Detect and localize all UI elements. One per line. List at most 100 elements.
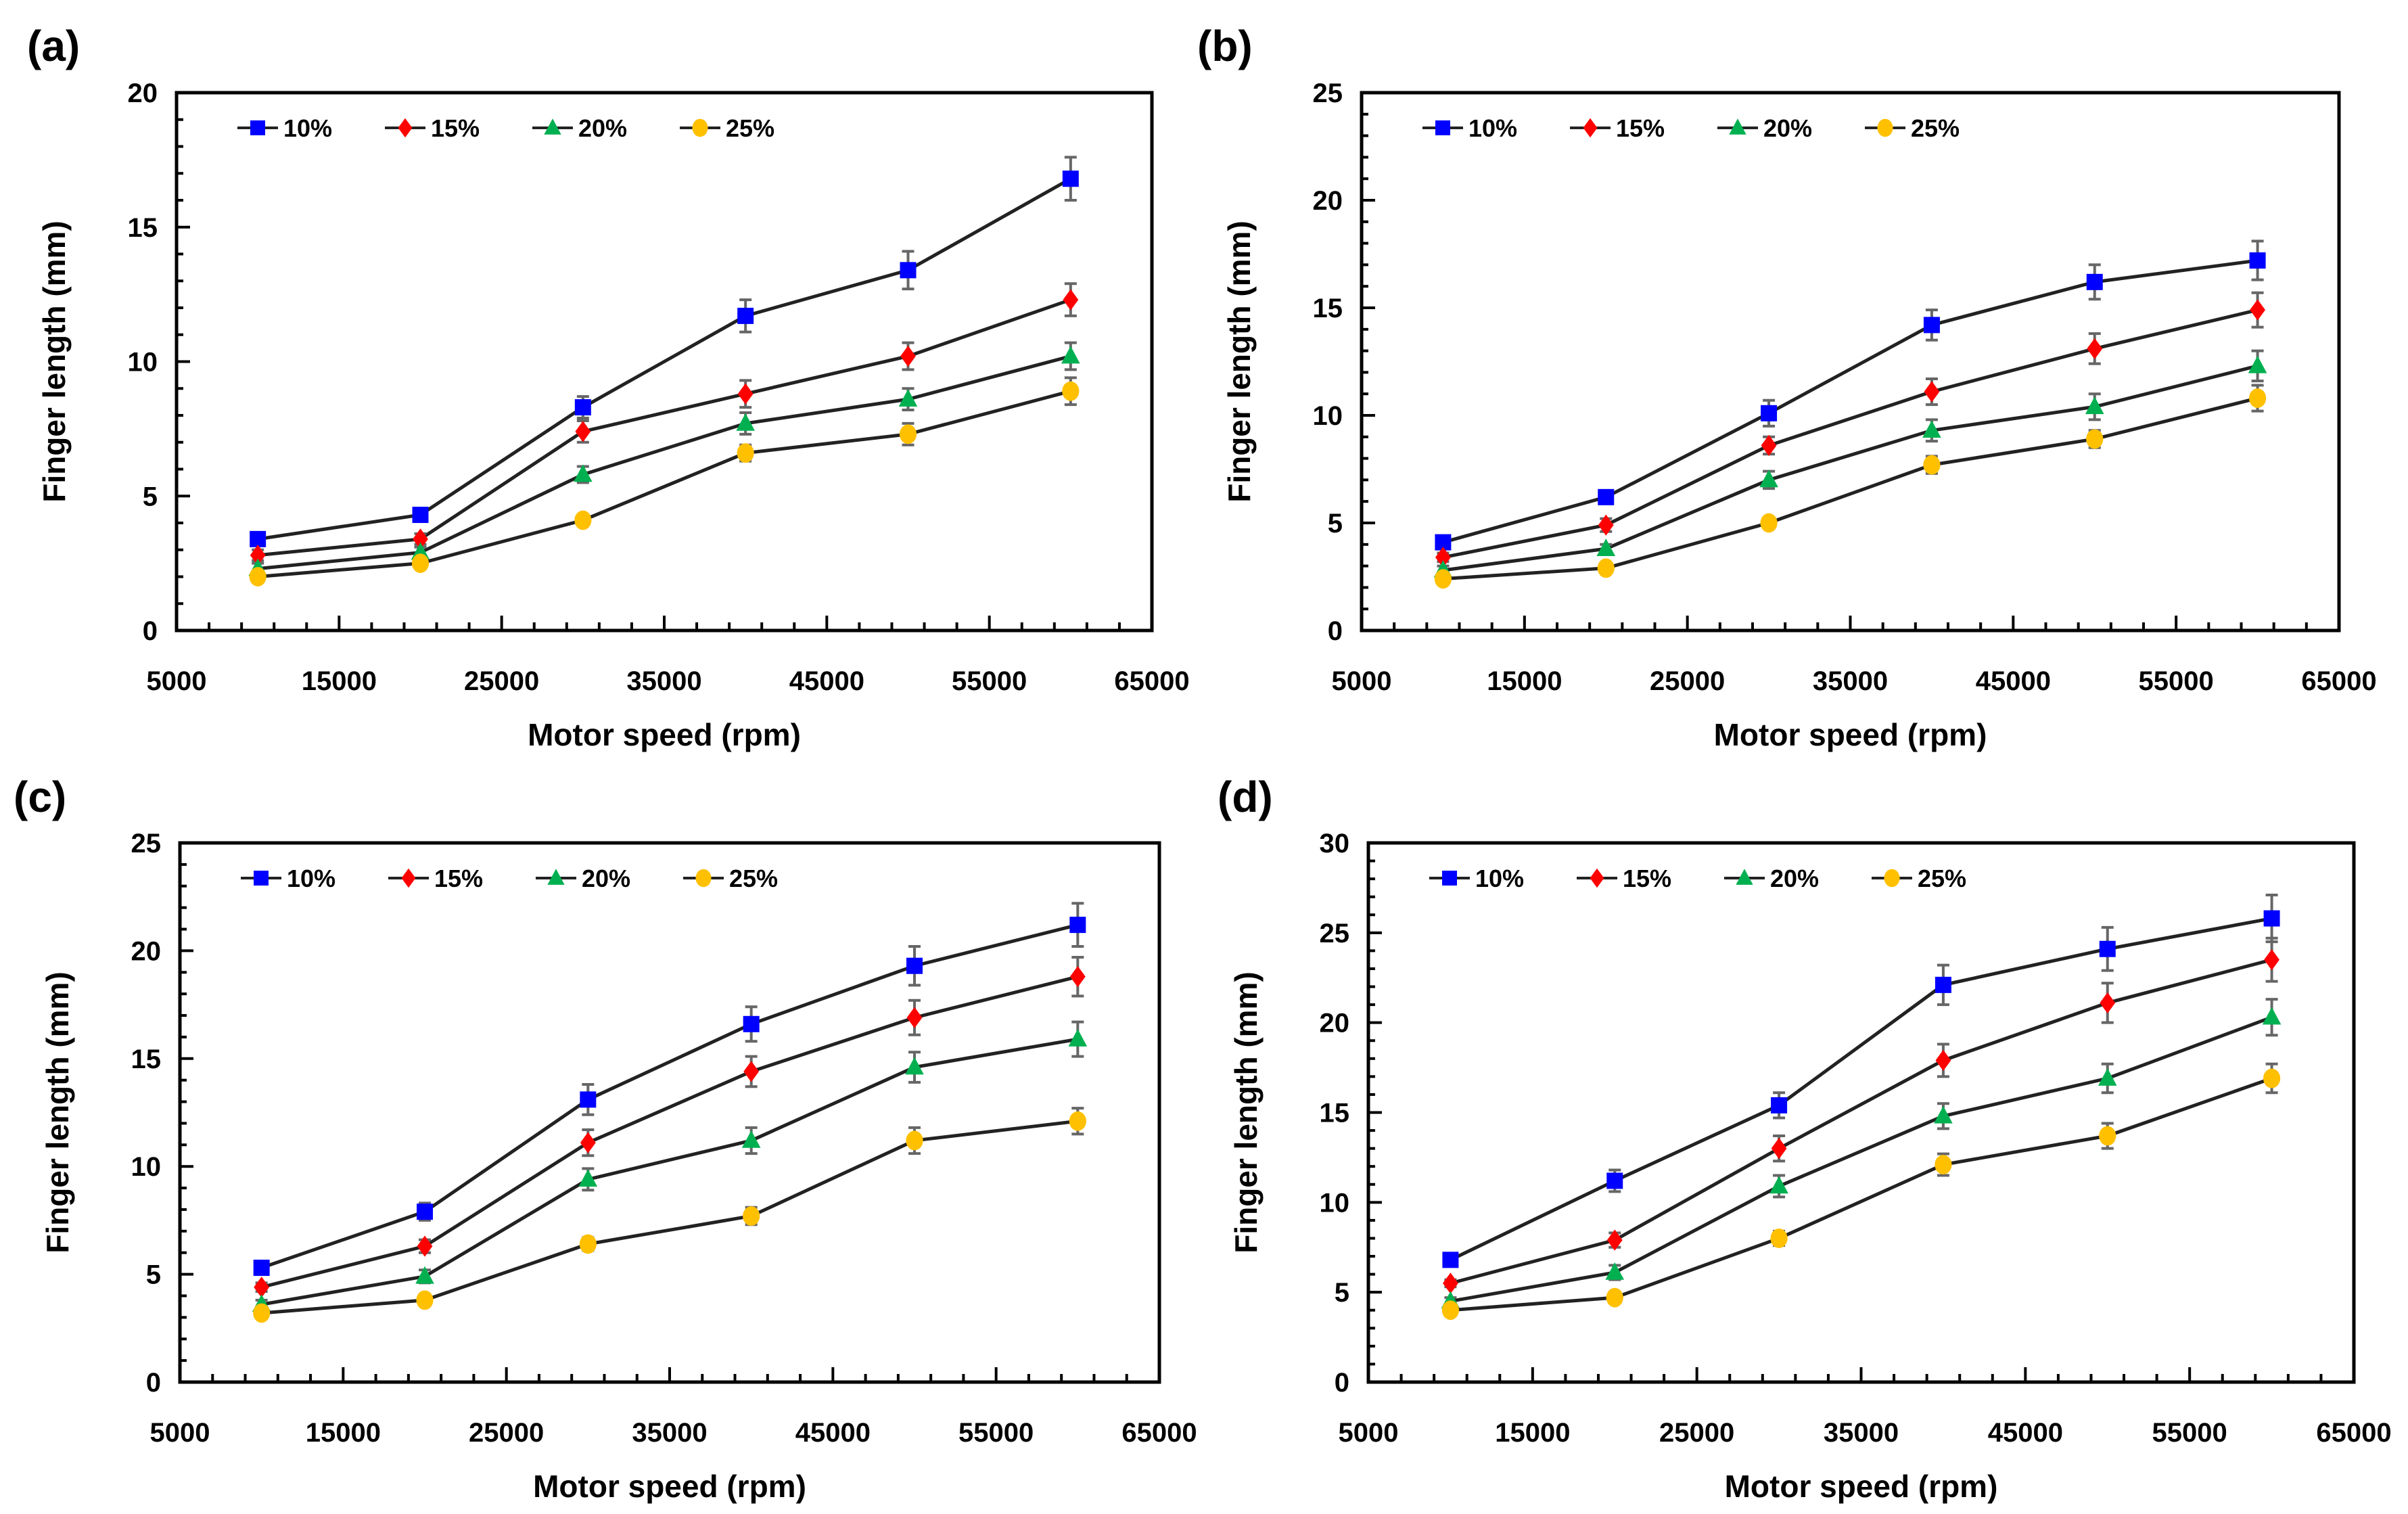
x-tick-label: 45000: [789, 666, 864, 696]
data-point: [1598, 488, 1615, 505]
legend-label: 10%: [283, 114, 332, 142]
panel-label: (b): [1197, 22, 1253, 70]
x-axis-title: Motor speed (rpm): [1725, 1469, 1998, 1504]
data-point: [1061, 346, 1080, 364]
legend-label: 25%: [1918, 865, 1966, 892]
data-point: [253, 1260, 270, 1277]
data-point: [1760, 513, 1778, 533]
y-tick-label: 5: [1335, 1278, 1349, 1308]
data-point: [743, 1061, 760, 1082]
data-point: [578, 1169, 598, 1187]
x-tick-label: 45000: [1988, 1418, 2063, 1448]
data-point: [574, 510, 592, 530]
legend-marker: [1583, 118, 1598, 138]
y-tick-label: 15: [128, 213, 158, 243]
series-15pct: [1443, 936, 2279, 1294]
x-axis-title: Motor speed (rpm): [533, 1469, 806, 1504]
series-line: [1450, 1076, 2273, 1312]
y-axis-title: Finger length (mm): [1228, 971, 1264, 1254]
data-point: [417, 1235, 433, 1257]
data-point: [2085, 396, 2104, 415]
y-tick-label: 25: [131, 829, 162, 858]
plot-frame: [1366, 841, 2356, 1384]
data-point: [737, 443, 754, 463]
data-point: [2248, 355, 2267, 373]
series-25pct: [249, 376, 1080, 587]
y-tick-label: 10: [131, 1152, 162, 1182]
series-line: [261, 1119, 1078, 1315]
data-point: [575, 421, 591, 442]
legend-label: 20%: [578, 114, 627, 142]
data-point: [1605, 1262, 1625, 1280]
data-point: [736, 413, 755, 431]
data-point: [1761, 405, 1778, 421]
y-tick-label: 0: [1335, 1368, 1349, 1398]
y-tick-label: 20: [131, 936, 162, 966]
data-point: [411, 553, 430, 574]
x-tick-label: 5000: [150, 1418, 210, 1448]
legend-entry: 15%: [385, 114, 480, 142]
data-point: [2099, 1126, 2116, 1146]
panel-label: (c): [14, 773, 66, 821]
x-tick-label: 5000: [1332, 666, 1392, 696]
series-line: [260, 923, 1078, 1270]
panel-label: (a): [27, 22, 80, 70]
y-tick-label: 10: [1320, 1188, 1350, 1218]
legend-entry: 15%: [388, 865, 483, 892]
data-point: [2248, 388, 2267, 408]
x-tick-label: 15000: [1487, 666, 1562, 696]
x-tick-label: 55000: [2152, 1418, 2227, 1448]
legend-entry: 15%: [1570, 114, 1665, 142]
data-point: [900, 262, 917, 279]
chart-panel-a: (a) 5000 15000 25000 35000 45000 55000 65000 0 5 1…: [27, 22, 1190, 752]
x-axis-title: Motor speed (rpm): [1714, 717, 1987, 752]
legend-label: 20%: [582, 865, 630, 892]
legend-entry: 25%: [683, 865, 778, 892]
plot-frame: [1360, 91, 2341, 633]
data-point: [906, 957, 923, 974]
legend-label: 15%: [1616, 114, 1665, 142]
series-line: [1450, 958, 2273, 1285]
legend-marker: [1736, 869, 1753, 885]
y-tick-label: 5: [146, 1260, 161, 1290]
data-point: [1434, 569, 1452, 589]
series-line: [257, 177, 1072, 541]
legend-label: 20%: [1770, 865, 1819, 892]
data-point: [1069, 1111, 1086, 1131]
data-point: [1924, 381, 1940, 403]
x-tick-label: 45000: [795, 1418, 871, 1448]
data-point: [2250, 299, 2265, 321]
legend-entry: 20%: [1717, 114, 1812, 142]
x-tick-label: 15000: [306, 1418, 381, 1448]
y-tick-label: 0: [146, 1368, 161, 1398]
data-point: [574, 399, 591, 416]
data-point: [2264, 949, 2279, 971]
data-point: [2099, 940, 2116, 957]
x-tick-label: 35000: [626, 666, 701, 696]
y-tick-label: 5: [1328, 509, 1343, 538]
data-point: [737, 307, 754, 324]
series-20pct: [252, 1020, 1088, 1312]
data-point: [2087, 338, 2103, 360]
data-point: [737, 383, 754, 405]
x-tick-label: 25000: [469, 1418, 544, 1448]
y-axis-title: Finger length (mm): [1222, 221, 1257, 503]
series-line: [257, 298, 1071, 557]
data-point: [743, 1015, 760, 1032]
legend-entry: 25%: [1872, 865, 1966, 892]
data-point: [249, 567, 267, 587]
x-tick-label: 25000: [1650, 666, 1725, 696]
legend-marker: [1729, 118, 1746, 135]
data-point: [1606, 1172, 1623, 1189]
data-point: [1934, 1105, 1953, 1124]
legend-marker: [547, 869, 565, 885]
legend-entry: 25%: [680, 114, 774, 142]
x-tick-label: 55000: [958, 1418, 1034, 1448]
data-point: [1761, 434, 1777, 457]
y-tick-label: 25: [1320, 919, 1350, 948]
series-line: [1442, 308, 2259, 559]
y-tick-label: 15: [1320, 1099, 1350, 1128]
x-tick-label: 45000: [1976, 666, 2051, 696]
series-line: [1450, 917, 2273, 1262]
